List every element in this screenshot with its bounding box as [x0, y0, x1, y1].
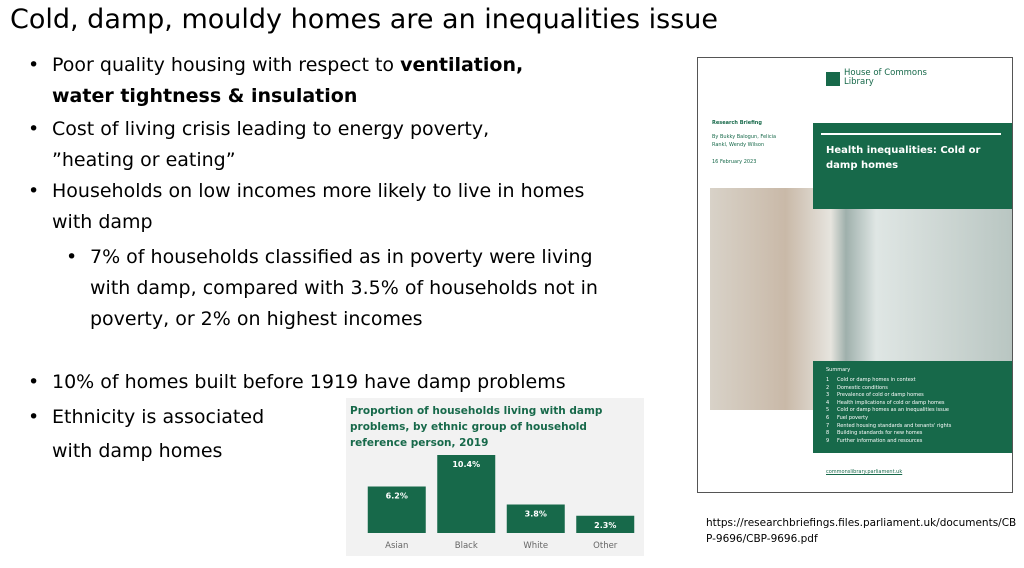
summary-box: Summary 1 Cold or damp homes in context 2 D… — [813, 361, 1012, 453]
website: commonslibrary.parliament.uk — [826, 469, 903, 475]
sub-bullet: 7% of households classified as in povert… — [66, 242, 600, 335]
summary-text: Cold or damp homes in context — [837, 377, 916, 383]
bar — [437, 455, 496, 533]
rule — [821, 133, 1001, 135]
summary-item: 1 Cold or damp homes in context — [826, 376, 916, 384]
category-label: Black — [455, 541, 478, 551]
summary-item: 8 Building standards for new homes — [826, 429, 922, 437]
summary-item: 9 Further information and resources — [826, 437, 922, 445]
summary-item: 7 Rented housing standards and tenants' r… — [826, 422, 951, 430]
summary-text: Fuel poverty — [837, 415, 869, 421]
chart-title: Proportion of households living with dam… — [350, 405, 603, 449]
summary-text: Further information and resources — [837, 437, 923, 444]
value-label: 3.8% — [525, 510, 547, 519]
bullet-bold: ventilation, water tightness & insulatio… — [52, 54, 524, 107]
summary-item: 4 Health implications of cold or damp hom… — [826, 399, 945, 407]
authors: By Bukky Balogun, Felicia Rankl, Wendy W… — [712, 134, 777, 148]
bullet: Ethnicity is associated with damp homes — [28, 400, 297, 468]
slide-title: Cold, damp, mouldy homes are an inequali… — [10, 4, 719, 35]
date: 16 February 2023 — [712, 159, 757, 165]
bar — [367, 486, 426, 533]
summary-number: 4 — [826, 399, 830, 406]
category-label: White — [523, 541, 548, 551]
summary-item: 2 Domestic conditions — [826, 384, 888, 392]
summary-number: 1 — [826, 377, 830, 383]
title-box: Health inequalities: Cold or damp homes — [813, 123, 1012, 209]
summary-number: 9 — [826, 437, 830, 444]
category-label: Other — [593, 541, 618, 551]
bar — [576, 515, 635, 533]
report-title: Health inequalities: Cold or damp homes — [826, 145, 981, 171]
logo-icon — [826, 72, 840, 86]
category-label: Asian — [385, 541, 408, 551]
bar — [506, 504, 565, 533]
summary-item: 3 Prevalence of cold or damp homes — [826, 391, 924, 399]
bullet: Cost of living crisis leading to energy … — [28, 114, 552, 176]
bullet: 10% of homes built before 1919 have damp… — [28, 367, 652, 398]
chart: 6.2% Asian 10.4% Black 3.8% White 2.3% Other — [367, 455, 635, 551]
summary-text: Prevalence of cold or damp homes — [837, 392, 924, 399]
summary-item: 5 Cold or damp homes as an inequalities i… — [826, 406, 949, 414]
summary-text: Rented housing standards and tenants' ri… — [837, 422, 952, 429]
chart-panel: Proportion of households living with dam… — [346, 398, 644, 556]
report-kind: Research Briefing — [712, 120, 762, 126]
source-url: https://researchbriefings.files.parliame… — [706, 517, 1017, 545]
summary-number: 8 — [826, 430, 830, 437]
summary-number: 7 — [826, 422, 830, 429]
value-label: 6.2% — [386, 492, 408, 501]
publisher: House of Commons Library — [844, 68, 927, 87]
summary-number: 2 — [826, 384, 830, 391]
value-label: 2.3% — [594, 521, 616, 530]
summary-text: Domestic conditions — [837, 384, 888, 391]
value-label: 10.4% — [452, 460, 480, 469]
bullet: Poor quality housing with respect to ven… — [28, 50, 582, 112]
bullet-text: Poor quality housing with respect to — [52, 54, 401, 76]
summary-number: 6 — [826, 415, 830, 421]
bullet: Households on low incomes more likely to… — [28, 176, 592, 238]
summary-text: Health implications of cold or damp home… — [837, 399, 945, 406]
summary-item: 6 Fuel poverty — [826, 414, 868, 422]
summary-heading: Summary — [826, 367, 851, 373]
report-cover: House of Commons Library Research Briefi… — [697, 57, 1013, 493]
summary-number: 3 — [826, 392, 830, 399]
summary-number: 5 — [826, 407, 830, 414]
summary-text: Building standards for new homes — [837, 430, 923, 437]
summary-text: Cold or damp homes as an inequalities is… — [837, 407, 950, 414]
